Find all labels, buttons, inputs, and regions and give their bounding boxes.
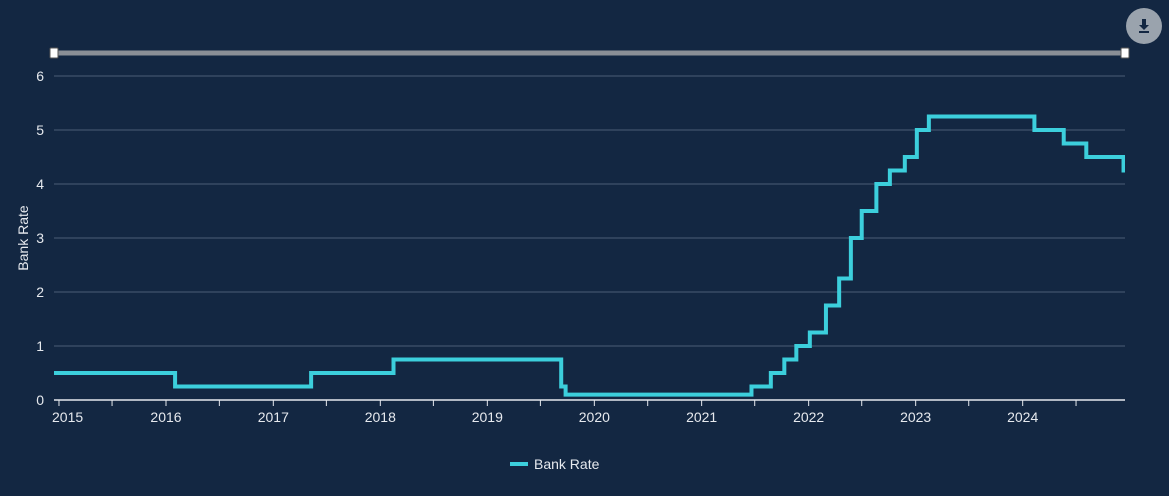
navigator-handle-right[interactable] (1120, 47, 1130, 59)
grid-lines (54, 75, 1125, 347)
download-icon (1139, 19, 1149, 33)
download-button[interactable] (1126, 8, 1162, 44)
series-layer (54, 114, 1125, 397)
y-tick-label: 5 (36, 122, 44, 138)
y-tick-label: 3 (36, 230, 44, 246)
legend[interactable]: Bank Rate (510, 456, 600, 472)
x-tick-label: 2024 (1007, 409, 1038, 425)
y-tick-label: 2 (36, 284, 44, 300)
x-tick-label: 2017 (258, 409, 289, 425)
series-line-bank-rate[interactable] (54, 114, 1125, 397)
x-tick-label: 2016 (150, 409, 181, 425)
navigator-handle-left[interactable] (49, 47, 59, 59)
y-tick-label: 1 (36, 338, 44, 354)
x-tick-label: 2020 (579, 409, 610, 425)
x-tick-label: 2021 (686, 409, 717, 425)
y-axis-title: Bank Rate (15, 205, 31, 271)
y-tick-label: 0 (36, 392, 44, 408)
x-tick-label: 2022 (793, 409, 824, 425)
y-tick-label: 4 (36, 176, 44, 192)
x-tick-label: 2015 (52, 409, 83, 425)
range-navigator[interactable] (49, 47, 1130, 59)
x-axis: 2015 2016 2017 2018 2019 2020 2021 2022 2023 2024 (52, 399, 1125, 425)
x-tick-label: 2023 (900, 409, 931, 425)
y-tick-label: 6 (36, 68, 44, 84)
x-tick-label: 2019 (472, 409, 503, 425)
legend-label[interactable]: Bank Rate (534, 456, 600, 472)
y-axis: 0 1 2 3 4 5 6 (36, 68, 44, 408)
x-tick-label: 2018 (365, 409, 396, 425)
